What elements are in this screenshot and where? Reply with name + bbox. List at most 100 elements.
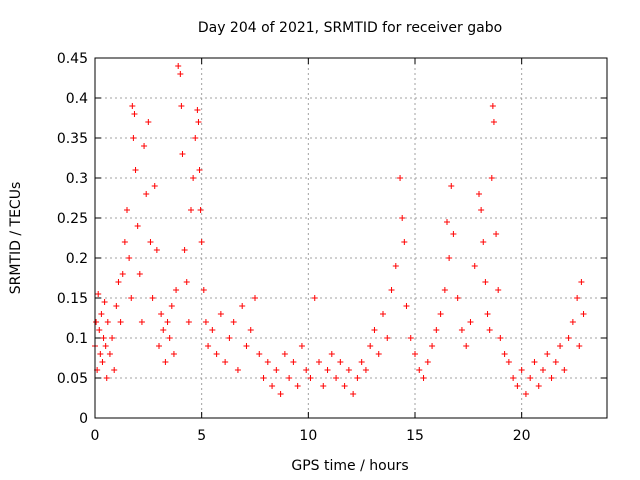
data-point <box>527 375 534 381</box>
x-axis-label: GPS time / hours <box>291 458 408 474</box>
data-point <box>350 391 357 397</box>
data-point <box>269 383 276 389</box>
data-point <box>367 343 374 349</box>
data-point <box>162 359 169 365</box>
data-point <box>489 103 496 109</box>
data-point <box>467 319 474 325</box>
data-point <box>392 263 399 269</box>
data-point <box>256 351 263 357</box>
data-point <box>478 207 485 213</box>
data-point <box>131 111 138 117</box>
data-point <box>488 175 495 181</box>
y-axis-label: SRMTID / TECUs <box>8 182 24 295</box>
data-point <box>375 351 382 357</box>
data-point <box>337 359 344 365</box>
data-point <box>177 71 184 77</box>
data-point <box>412 351 418 357</box>
data-point <box>178 103 185 109</box>
y-tick-label: 0.1 <box>66 331 88 347</box>
data-point <box>578 279 585 285</box>
data-point <box>198 239 205 245</box>
data-point <box>129 103 136 109</box>
data-point <box>333 375 340 381</box>
data-points <box>92 63 587 397</box>
data-point <box>264 359 271 365</box>
data-point <box>446 255 453 261</box>
data-point <box>226 335 233 341</box>
data-point <box>273 367 280 373</box>
data-point <box>403 303 410 309</box>
data-point <box>490 119 497 125</box>
data-point <box>518 367 525 373</box>
data-point <box>552 359 559 365</box>
data-point <box>93 319 100 325</box>
data-point <box>450 231 457 237</box>
data-point <box>388 287 395 293</box>
data-point <box>97 351 104 357</box>
data-point <box>181 247 188 253</box>
data-point <box>252 295 258 301</box>
data-point <box>514 383 521 389</box>
data-point <box>311 295 318 301</box>
data-point <box>484 311 491 317</box>
data-point <box>138 319 145 325</box>
data-point <box>103 375 110 381</box>
data-point <box>486 327 493 333</box>
data-point <box>151 183 158 189</box>
data-point <box>429 343 436 349</box>
data-point <box>205 343 212 349</box>
data-point <box>286 375 293 381</box>
data-point <box>454 295 461 301</box>
data-point <box>384 335 391 341</box>
x-tick-label: 10 <box>299 428 317 444</box>
data-point <box>111 367 118 373</box>
data-point <box>458 327 465 333</box>
data-point <box>420 375 427 381</box>
data-point <box>95 291 102 297</box>
data-point <box>444 219 450 225</box>
data-point <box>101 299 108 305</box>
data-point <box>531 359 538 365</box>
data-point <box>222 359 229 365</box>
data-point <box>471 263 478 269</box>
data-point <box>277 391 284 397</box>
grid-lines <box>95 58 607 418</box>
data-point <box>345 367 352 373</box>
data-point <box>495 287 502 293</box>
data-point <box>397 175 404 181</box>
data-point <box>173 287 180 293</box>
y-tick-label: 0.25 <box>57 211 88 227</box>
data-point <box>505 359 512 365</box>
data-point <box>158 311 165 317</box>
data-point <box>202 319 209 325</box>
data-point <box>354 375 361 381</box>
data-point <box>213 351 220 357</box>
data-point <box>153 247 160 253</box>
data-point <box>303 367 310 373</box>
data-point <box>407 335 414 341</box>
data-point <box>510 375 517 381</box>
data-point <box>247 327 254 333</box>
y-tick-label: 0.2 <box>66 251 88 267</box>
data-point <box>102 343 109 349</box>
data-point <box>185 319 192 325</box>
data-point <box>501 351 508 357</box>
data-point <box>195 119 202 125</box>
data-point <box>441 287 448 293</box>
data-point <box>535 383 542 389</box>
data-point <box>96 327 103 333</box>
data-point <box>561 367 568 373</box>
data-point <box>294 383 301 389</box>
y-tick-label: 0.4 <box>66 91 88 107</box>
data-point <box>124 207 130 213</box>
data-point <box>380 311 386 317</box>
chart-title: Day 204 of 2021, SRMTID for receiver gab… <box>198 20 502 36</box>
x-tick-label: 5 <box>197 428 206 444</box>
data-point <box>166 335 173 341</box>
y-tick-label: 0.35 <box>57 131 88 147</box>
data-point <box>234 367 241 373</box>
data-point <box>243 343 250 349</box>
data-point <box>132 167 139 173</box>
data-point <box>328 351 335 357</box>
